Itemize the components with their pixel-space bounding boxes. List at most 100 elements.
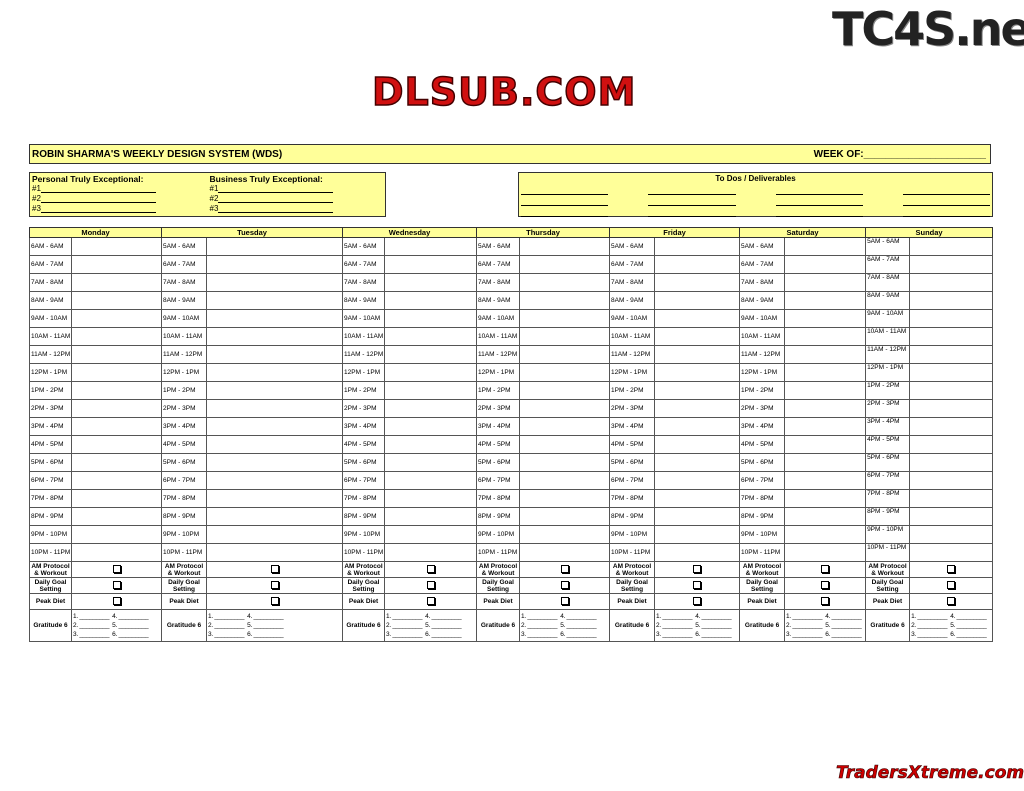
time-slot[interactable] (654, 489, 741, 508)
checkbox-icon[interactable] (560, 564, 569, 573)
time-slot[interactable] (784, 453, 867, 472)
time-slot[interactable] (383, 291, 478, 310)
todo-line[interactable] (775, 206, 863, 217)
time-slot[interactable] (909, 345, 994, 364)
time-slot[interactable] (206, 471, 343, 490)
time-slot[interactable] (654, 507, 741, 526)
time-slot[interactable] (519, 525, 611, 544)
todo-line[interactable] (902, 206, 990, 217)
time-slot[interactable] (383, 471, 478, 490)
time-slot[interactable] (784, 435, 867, 454)
time-slot[interactable] (383, 489, 478, 508)
time-slot[interactable] (206, 345, 343, 364)
time-slot[interactable] (784, 363, 867, 382)
todo-line[interactable] (648, 195, 736, 206)
time-slot[interactable] (383, 381, 478, 400)
gratitude-item[interactable]: 6. _________ (695, 631, 732, 638)
todo-line[interactable] (775, 195, 863, 206)
gratitude-item[interactable]: 3. _________ (656, 631, 693, 638)
time-slot[interactable] (519, 291, 611, 310)
time-slot[interactable] (909, 435, 994, 454)
time-slot[interactable] (206, 453, 343, 472)
time-slot[interactable] (71, 273, 162, 292)
time-slot[interactable] (909, 453, 994, 472)
gratitude-item[interactable]: 6. _________ (112, 631, 149, 638)
gratitude-item[interactable]: 1. _________ (208, 613, 245, 620)
time-slot[interactable] (784, 273, 867, 292)
gratitude-item[interactable]: 5. _________ (695, 622, 732, 629)
checkbox-icon[interactable] (947, 580, 956, 589)
gratitude-item[interactable]: 4. _________ (825, 613, 862, 620)
todo-line[interactable] (902, 184, 990, 195)
time-slot[interactable] (383, 363, 478, 382)
time-slot[interactable] (519, 453, 611, 472)
time-slot[interactable] (383, 453, 478, 472)
time-slot[interactable] (383, 255, 478, 274)
gratitude-item[interactable]: 6. _________ (247, 631, 284, 638)
time-slot[interactable] (206, 381, 343, 400)
checkbox-icon[interactable] (947, 564, 956, 573)
time-slot[interactable] (654, 309, 741, 328)
gratitude-item[interactable]: 3. _________ (786, 631, 823, 638)
time-slot[interactable] (909, 255, 994, 274)
gratitude-item[interactable]: 3. _________ (73, 631, 110, 638)
time-slot[interactable] (909, 327, 994, 346)
goal-line[interactable] (218, 184, 334, 193)
checkbox-icon[interactable] (821, 580, 830, 589)
gratitude-item[interactable]: 2. _________ (386, 622, 423, 629)
time-slot[interactable] (71, 381, 162, 400)
time-slot[interactable] (71, 291, 162, 310)
time-slot[interactable] (519, 417, 611, 436)
todo-line[interactable] (648, 184, 736, 195)
time-slot[interactable] (654, 255, 741, 274)
gratitude-item[interactable]: 6. _________ (425, 631, 462, 638)
time-slot[interactable] (909, 363, 994, 382)
time-slot[interactable] (206, 363, 343, 382)
gratitude-item[interactable]: 2. _________ (521, 622, 558, 629)
gratitude-item[interactable]: 3. _________ (386, 631, 423, 638)
time-slot[interactable] (909, 525, 994, 544)
time-slot[interactable] (909, 417, 994, 436)
time-slot[interactable] (206, 507, 343, 526)
time-slot[interactable] (206, 327, 343, 346)
time-slot[interactable] (519, 327, 611, 346)
gratitude-item[interactable]: 5. _________ (112, 622, 149, 629)
time-slot[interactable] (784, 381, 867, 400)
time-slot[interactable] (654, 345, 741, 364)
gratitude-item[interactable]: 1. _________ (521, 613, 558, 620)
week-of-field[interactable]: WEEK OF:______________________ (813, 148, 986, 160)
gratitude-item[interactable]: 1. _________ (73, 613, 110, 620)
time-slot[interactable] (909, 273, 994, 292)
checkbox-icon[interactable] (693, 580, 702, 589)
checkbox-icon[interactable] (821, 596, 830, 605)
time-slot[interactable] (206, 273, 343, 292)
time-slot[interactable] (654, 399, 741, 418)
time-slot[interactable] (909, 489, 994, 508)
gratitude-item[interactable]: 2. _________ (656, 622, 693, 629)
time-slot[interactable] (71, 399, 162, 418)
time-slot[interactable] (784, 345, 867, 364)
gratitude-item[interactable]: 3. _________ (521, 631, 558, 638)
time-slot[interactable] (519, 273, 611, 292)
time-slot[interactable] (654, 273, 741, 292)
time-slot[interactable] (383, 309, 478, 328)
time-slot[interactable] (784, 255, 867, 274)
time-slot[interactable] (784, 417, 867, 436)
gratitude-item[interactable]: 4. _________ (560, 613, 597, 620)
time-slot[interactable] (784, 399, 867, 418)
time-slot[interactable] (654, 453, 741, 472)
gratitude-item[interactable]: 4. _________ (425, 613, 462, 620)
time-slot[interactable] (383, 417, 478, 436)
checkbox-icon[interactable] (426, 564, 435, 573)
time-slot[interactable] (909, 471, 994, 490)
time-slot[interactable] (784, 291, 867, 310)
time-slot[interactable] (71, 435, 162, 454)
checkbox-icon[interactable] (947, 596, 956, 605)
gratitude-item[interactable]: 6. _________ (950, 631, 987, 638)
time-slot[interactable] (654, 237, 741, 256)
gratitude-item[interactable]: 4. _________ (247, 613, 284, 620)
checkbox-icon[interactable] (560, 580, 569, 589)
time-slot[interactable] (654, 417, 741, 436)
checkbox-icon[interactable] (112, 564, 121, 573)
goal-line[interactable] (40, 194, 156, 203)
